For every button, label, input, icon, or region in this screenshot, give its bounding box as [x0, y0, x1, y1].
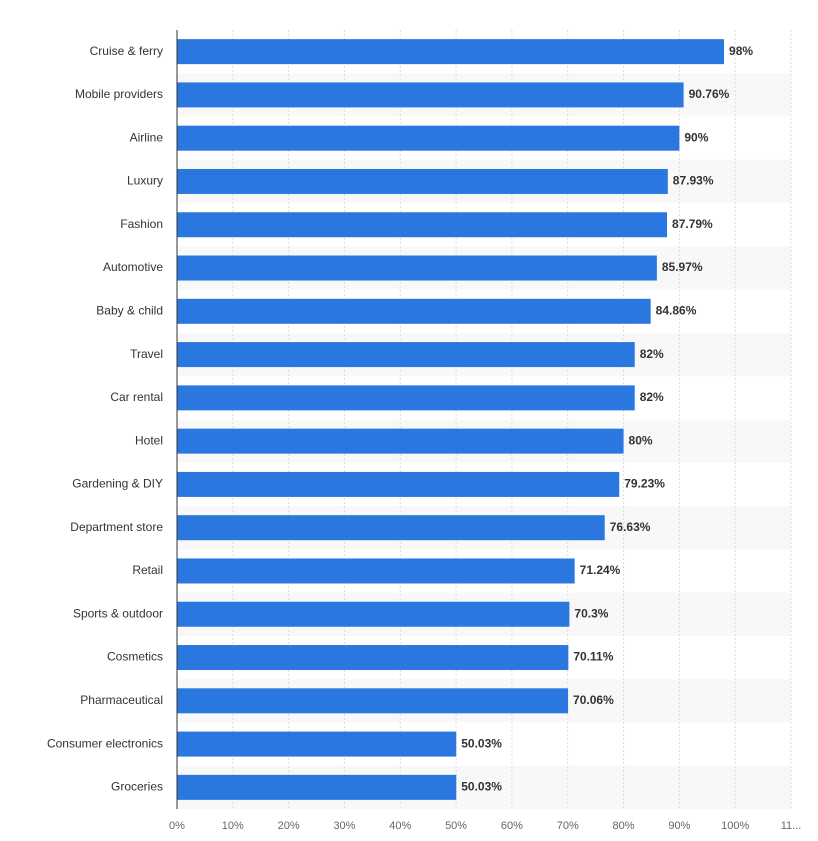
- x-tick-label: 10%: [222, 820, 244, 832]
- y-tick-label: Automotive: [103, 260, 163, 274]
- y-tick-label: Luxury: [127, 174, 163, 188]
- y-tick-label: Retail: [132, 563, 163, 577]
- y-tick-label: Cosmetics: [107, 650, 163, 664]
- x-tick-label: 0%: [169, 820, 185, 832]
- value-label: 87.79%: [672, 217, 713, 231]
- y-tick-label: Groceries: [111, 780, 163, 794]
- y-tick-label: Fashion: [120, 217, 163, 231]
- bar: [177, 255, 657, 281]
- x-tick-label: 20%: [278, 820, 300, 832]
- value-label: 50.03%: [461, 780, 502, 794]
- bar: [177, 558, 575, 584]
- bar: [177, 342, 635, 368]
- value-label: 82%: [640, 347, 664, 361]
- x-tick-label: 100%: [721, 820, 749, 832]
- bar: [177, 731, 457, 757]
- value-label: 70.11%: [573, 650, 613, 664]
- y-tick-label: Department store: [70, 520, 163, 534]
- value-label: 84.86%: [656, 303, 697, 317]
- bar: [177, 428, 624, 454]
- x-tick-label: 50%: [445, 820, 467, 832]
- bar: [177, 298, 651, 324]
- y-tick-label: Hotel: [135, 433, 163, 447]
- y-tick-label: Car rental: [110, 390, 163, 404]
- value-label: 79.23%: [624, 477, 665, 491]
- value-label: 98%: [729, 44, 753, 58]
- bar: [177, 515, 605, 541]
- bar: [177, 471, 620, 497]
- value-label: 50.03%: [461, 736, 502, 750]
- bar: [177, 645, 569, 671]
- y-tick-label: Sports & outdoor: [73, 606, 163, 620]
- bar: [177, 774, 457, 800]
- bar: [177, 385, 635, 411]
- bar: [177, 39, 725, 65]
- value-label: 87.93%: [673, 174, 714, 188]
- bar: [177, 82, 684, 108]
- y-tick-label: Airline: [130, 130, 164, 144]
- x-tick-label: 40%: [389, 820, 411, 832]
- y-tick-label: Cruise & ferry: [90, 44, 163, 58]
- value-label: 90%: [684, 130, 708, 144]
- y-tick-label: Mobile providers: [75, 87, 163, 101]
- x-tick-label: 90%: [668, 820, 690, 832]
- y-tick-label: Consumer electronics: [47, 736, 163, 750]
- value-label: 76.63%: [610, 520, 651, 534]
- x-tick-label: 60%: [501, 820, 523, 832]
- value-label: 70.3%: [574, 606, 608, 620]
- bar: [177, 212, 668, 238]
- bar: [177, 125, 680, 151]
- x-tick-label: 11...: [781, 820, 802, 832]
- y-tick-label: Baby & child: [96, 303, 163, 317]
- y-tick-label: Travel: [130, 347, 163, 361]
- x-tick-label: 30%: [333, 820, 355, 832]
- y-tick-label: Pharmaceutical: [80, 693, 163, 707]
- bar: [177, 688, 569, 714]
- value-label: 70.06%: [573, 693, 614, 707]
- value-label: 90.76%: [689, 87, 730, 101]
- value-label: 85.97%: [662, 260, 703, 274]
- value-label: 80%: [629, 433, 653, 447]
- bar: [177, 601, 570, 627]
- x-tick-label: 70%: [557, 820, 579, 832]
- value-label: 71.24%: [580, 563, 621, 577]
- x-tick-label: 80%: [613, 820, 635, 832]
- y-tick-label: Gardening & DIY: [72, 477, 163, 491]
- value-label: 82%: [640, 390, 664, 404]
- bar: [177, 168, 668, 194]
